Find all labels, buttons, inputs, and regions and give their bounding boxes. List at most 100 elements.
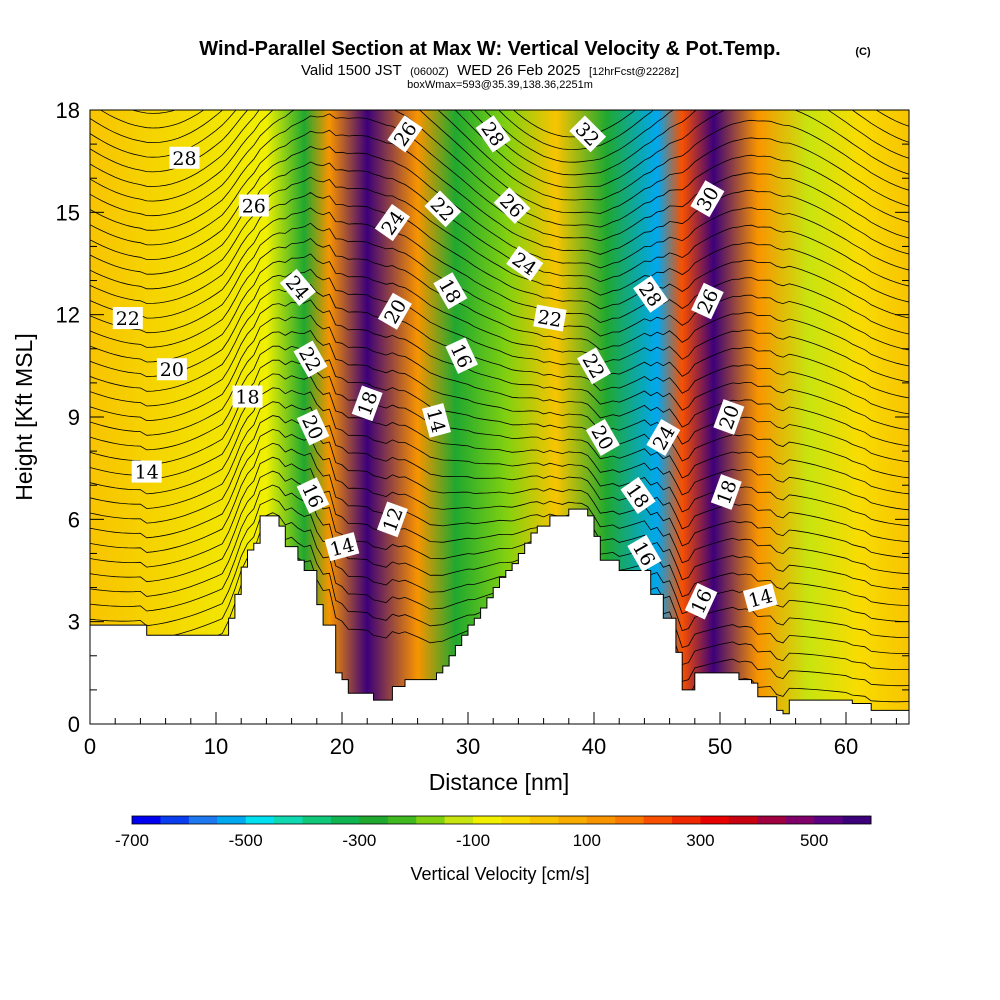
colorbar-tick-label: -500 — [229, 831, 263, 850]
isentrope-label-bg — [533, 304, 567, 332]
isentrope-label-bg — [506, 245, 544, 282]
isentrope-label-bg — [376, 501, 408, 538]
isentrope-line — [90, 401, 909, 543]
isentrope-label-text: 28 — [172, 148, 196, 170]
isentrope-label-bg — [279, 268, 316, 306]
colorbar-tick-label: -700 — [115, 831, 149, 850]
isentrope-label-bg — [627, 534, 662, 572]
isentrope-line — [90, 238, 909, 367]
colorbar-swatch — [416, 816, 446, 824]
y-tick-label: 0 — [68, 712, 80, 737]
isentrope-label: 18 — [351, 385, 383, 422]
isentrope-label-bg — [713, 399, 745, 435]
colorbar-tick-label: 300 — [686, 831, 714, 850]
isentrope-label-bg — [296, 477, 330, 514]
x-tick-label: 10 — [204, 734, 228, 759]
isentrope-line — [90, 359, 909, 495]
x-tick-label: 40 — [582, 734, 606, 759]
isentrope-label-bg — [684, 582, 718, 620]
subtitle-forecast: [12hrFcst@2228z] — [589, 66, 679, 78]
y-axis-label: Height [Kft MSL] — [11, 333, 37, 500]
isentrope-label-bg — [576, 347, 612, 385]
isentrope-line — [90, 428, 909, 575]
isentrope-label-text: 14 — [135, 462, 159, 484]
x-tick-label: 50 — [708, 734, 732, 759]
colorbar-swatch — [814, 816, 844, 824]
colorbar-tick-label: 500 — [800, 831, 828, 850]
x-tick-label: 60 — [834, 734, 858, 759]
isentrope-label: 18 — [232, 385, 263, 409]
isentrope-label-bg — [475, 115, 511, 153]
isentrope-label-bg — [351, 385, 383, 422]
colorbar-swatch — [672, 816, 701, 824]
isentrope-line — [90, 110, 909, 228]
colorbar-frame — [131, 815, 872, 825]
isentrope-line — [90, 345, 909, 479]
colorbar: -700 -500 -300 -100 100 300 500 — [115, 815, 872, 850]
isentrope-label-bg — [646, 418, 681, 456]
isentrope-label-bg — [585, 418, 620, 456]
isentrope-line — [90, 314, 909, 447]
isentrope-line — [90, 415, 909, 559]
isentrope-label-bg — [296, 408, 330, 446]
subtitle-utc: (0600Z) — [410, 66, 449, 78]
isentrope-lines — [90, 110, 909, 703]
isentrope-line — [90, 110, 909, 201]
colorbar-swatch — [501, 816, 531, 824]
terrain-mask — [90, 508, 909, 724]
isentrope-label-bg — [232, 385, 263, 408]
isentrope-label-bg — [445, 337, 479, 374]
colorbar-swatch — [700, 816, 730, 824]
isentrope-line — [99, 110, 909, 151]
isentrope-line — [90, 192, 909, 319]
y-tick-label: 12 — [56, 303, 80, 328]
isentrope-label-bg — [620, 476, 656, 515]
isentrope-line — [90, 113, 909, 242]
colorbar-swatch — [615, 816, 645, 824]
isentrope-line — [90, 329, 909, 463]
colorbar-swatch — [444, 816, 474, 824]
isentrope-label: 22 — [533, 304, 567, 332]
isentrope-label-bg — [493, 187, 531, 224]
isentrope-line — [90, 161, 909, 287]
colorbar-swatch — [330, 816, 360, 824]
colorbar-swatch — [529, 816, 559, 824]
x-tick-label: 0 — [84, 734, 96, 759]
colorbar-swatch — [245, 816, 275, 824]
copyright-mark: (C) — [855, 46, 871, 58]
isentrope-label: 14 — [131, 460, 162, 484]
isentrope-label: 22 — [112, 307, 143, 330]
colorbar-tick-label: 100 — [573, 831, 601, 850]
isentrope-line — [90, 207, 909, 335]
colorbar-swatch — [132, 816, 161, 824]
isentrope-label-bg — [112, 307, 143, 330]
isentrope-label-bg — [377, 292, 412, 330]
colorbar-swatch — [728, 816, 758, 824]
isentrope-line — [90, 253, 909, 383]
isentrope-label-text: 26 — [242, 196, 266, 218]
colorbar-swatch — [359, 816, 389, 824]
isentrope-line — [90, 146, 909, 271]
isentrope-line — [90, 110, 909, 188]
colorbar-swatch — [842, 816, 872, 824]
y-tick-label: 6 — [68, 507, 80, 532]
isentrope-label-text: 22 — [536, 306, 564, 332]
isentrope-label-bg — [569, 115, 607, 153]
plot-area — [90, 110, 909, 724]
isentrope-label-bg — [710, 474, 742, 510]
y-tick-label: 18 — [56, 98, 80, 123]
chart-subtitle: Valid 1500 JST (0600Z) WED 26 Feb 2025 [… — [301, 62, 679, 79]
isentrope-label-bg — [421, 403, 452, 438]
isentrope-label-bg — [433, 272, 468, 310]
isentrope-label-bg — [633, 275, 669, 313]
colorbar-swatch — [558, 816, 588, 824]
isentrope-line — [90, 442, 909, 591]
isentrope-label-bg — [156, 358, 187, 381]
colorbar-swatch — [785, 816, 815, 824]
isentrope-label-bg — [324, 532, 360, 562]
isentrope-line — [90, 283, 909, 415]
isentrope-line — [90, 129, 909, 255]
x-axis: 0 10 20 30 40 50 60 — [84, 712, 897, 759]
isentrope-label-bg — [169, 146, 200, 169]
